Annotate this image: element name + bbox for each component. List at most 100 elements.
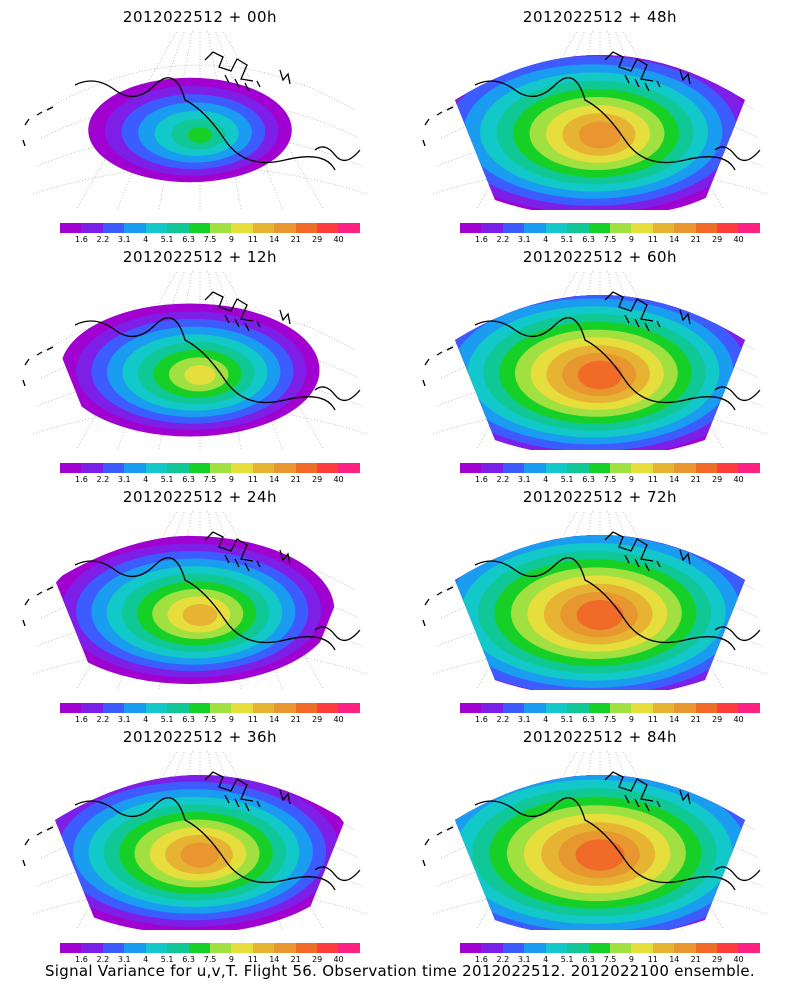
forecast-panel: 2012022512 + 24h 1.6 2.2 3.1 4 5.1 6.3 7.5 9 11 1… xyxy=(0,480,400,724)
colorbar-swatch xyxy=(460,943,482,953)
colorbar-tick-label: 9 xyxy=(228,235,234,244)
colorbar-tick-label: 2.2 xyxy=(96,715,110,724)
colorbar-tick-label: 6.3 xyxy=(582,715,595,724)
colorbar-swatch xyxy=(524,463,546,473)
colorbar-swatch xyxy=(188,703,210,713)
colorbar-swatch xyxy=(652,463,675,473)
colorbar xyxy=(460,223,760,233)
colorbar-swatch xyxy=(609,943,632,953)
colorbar-swatch xyxy=(60,943,82,953)
colorbar-tick-label: 6.3 xyxy=(182,715,195,724)
colorbar-swatch xyxy=(338,463,360,473)
colorbar-tick-label: 11 xyxy=(647,475,658,484)
colorbar-tick-label: 21 xyxy=(690,235,701,244)
colorbar-swatch xyxy=(652,943,675,953)
colorbar-swatch xyxy=(60,463,82,473)
colorbar-tick-label: 4 xyxy=(543,475,549,484)
variance-field xyxy=(88,77,292,183)
colorbar-swatch xyxy=(124,223,146,233)
colorbar-tick-label: 1.6 xyxy=(475,955,488,964)
colorbar-tick-label: 2.2 xyxy=(96,475,110,484)
colorbar-swatch xyxy=(609,223,632,233)
contour-band xyxy=(182,603,218,627)
colorbar-tick-label: 40 xyxy=(333,715,344,724)
colorbar-tick-label: 4 xyxy=(143,955,149,964)
colorbar-ticks: 1.6 2.2 3.1 4 5.1 6.3 7.5 9 11 14 21 29 40 xyxy=(452,235,768,247)
variance-map xyxy=(22,750,368,930)
colorbar-swatch xyxy=(524,943,546,953)
contour-band xyxy=(180,842,220,868)
colorbar-ticks: 1.6 2.2 3.1 4 5.1 6.3 7.5 9 11 14 21 29 40 xyxy=(52,955,368,967)
colorbar-swatch xyxy=(167,943,189,953)
variance-field xyxy=(455,295,745,450)
colorbar-tick-label: 4 xyxy=(543,235,549,244)
colorbar-swatch xyxy=(588,463,610,473)
colorbar-swatch xyxy=(481,223,503,233)
colorbar-swatch xyxy=(738,223,760,233)
colorbar-tick-label: 1.6 xyxy=(475,235,488,244)
colorbar-swatch xyxy=(102,703,125,713)
colorbar-swatch xyxy=(609,703,632,713)
colorbar xyxy=(460,463,760,473)
colorbar-swatch xyxy=(502,943,525,953)
colorbar-tick-label: 29 xyxy=(712,235,723,244)
colorbar-swatch xyxy=(738,703,760,713)
colorbar-tick-label: 21 xyxy=(690,955,701,964)
colorbar-swatch xyxy=(167,223,189,233)
colorbar-tick-label: 7.5 xyxy=(603,235,617,244)
colorbar-tick-label: 21 xyxy=(690,475,701,484)
colorbar-tick-label: 2.2 xyxy=(496,475,510,484)
colorbar-swatch xyxy=(588,943,610,953)
colorbar-tick-label: 40 xyxy=(733,955,744,964)
colorbar-tick-label: 9 xyxy=(628,955,634,964)
colorbar-swatch xyxy=(252,463,275,473)
colorbar-swatch xyxy=(460,223,482,233)
forecast-panel: 2012022512 + 12h 1.6 2.2 3.1 4 5.1 6.3 7.5 9 11 1… xyxy=(0,240,400,484)
colorbar-swatch xyxy=(188,943,210,953)
colorbar-ticks: 1.6 2.2 3.1 4 5.1 6.3 7.5 9 11 14 21 29 40 xyxy=(452,955,768,967)
colorbar-swatch xyxy=(631,463,653,473)
variance-field xyxy=(55,535,335,685)
variance-field xyxy=(60,303,320,437)
colorbar-tick-label: 5.1 xyxy=(560,715,574,724)
colorbar-tick-label: 40 xyxy=(733,235,744,244)
colorbar-tick-label: 7.5 xyxy=(603,475,617,484)
colorbar-swatch xyxy=(124,703,146,713)
colorbar-swatch xyxy=(317,463,339,473)
coastline xyxy=(22,291,361,411)
colorbar-tick-label: 4 xyxy=(143,235,149,244)
colorbar-swatch xyxy=(295,223,318,233)
colorbar-tick-label: 9 xyxy=(228,715,234,724)
coastline xyxy=(422,51,761,171)
colorbar-swatch xyxy=(695,943,718,953)
colorbar-swatch xyxy=(338,703,360,713)
colorbar-swatch xyxy=(652,703,675,713)
colorbar-ticks: 1.6 2.2 3.1 4 5.1 6.3 7.5 9 11 14 21 29 40 xyxy=(52,235,368,247)
panel-title: 2012022512 + 36h xyxy=(122,728,278,746)
colorbar-tick-label: 40 xyxy=(333,955,344,964)
colorbar-swatch xyxy=(145,703,168,713)
colorbar-tick-label: 11 xyxy=(247,955,258,964)
colorbar-swatch xyxy=(167,703,189,713)
colorbar-swatch xyxy=(274,703,296,713)
colorbar-swatch xyxy=(145,223,168,233)
colorbar-swatch xyxy=(252,223,275,233)
panel-title: 2012022512 + 48h xyxy=(522,8,678,26)
colorbar-tick-label: 3.1 xyxy=(517,955,531,964)
colorbar-swatch xyxy=(81,463,103,473)
colorbar-swatch xyxy=(274,463,296,473)
forecast-panel: 2012022512 + 00h 1.6 2.2 3.1 4 5.1 6.3 7.5 9 11 1… xyxy=(0,0,400,244)
variance-map xyxy=(22,510,368,690)
colorbar-tick-label: 4 xyxy=(143,715,149,724)
colorbar-tick-label: 29 xyxy=(712,955,723,964)
colorbar-swatch xyxy=(81,223,103,233)
forecast-panel: 2012022512 + 84h 1.6 2.2 3.1 4 5.1 6.3 7.5 9 11 1… xyxy=(400,720,800,964)
colorbar-tick-label: 6.3 xyxy=(582,955,595,964)
colorbar-swatch xyxy=(317,943,339,953)
colorbar-swatch xyxy=(317,223,339,233)
colorbar-tick-label: 40 xyxy=(333,475,344,484)
variance-map xyxy=(422,750,768,930)
colorbar-tick-label: 11 xyxy=(247,475,258,484)
colorbar-swatch xyxy=(502,703,525,713)
colorbar-tick-label: 6.3 xyxy=(182,955,195,964)
